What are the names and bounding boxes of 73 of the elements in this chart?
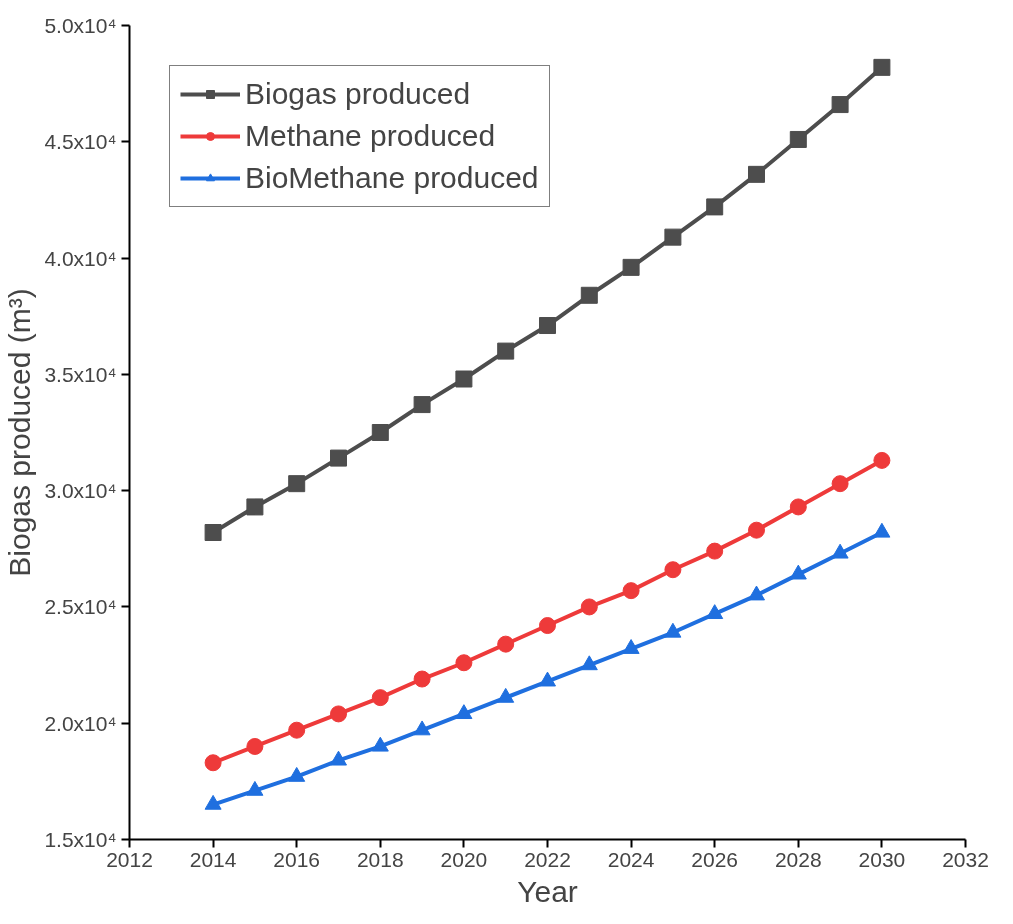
x-axis-title: Year (517, 874, 578, 908)
legend-label: Methane produced (245, 118, 496, 154)
point (330, 449, 347, 467)
y-axis-title: Biogas produced (m³) (3, 288, 37, 577)
point (831, 543, 849, 559)
y-tick-label: 3.5x10⁴ (44, 362, 117, 386)
point (873, 522, 891, 538)
point (580, 286, 598, 304)
point (204, 754, 222, 772)
point (246, 737, 264, 755)
x-tick-label: 2016 (273, 847, 321, 871)
point (622, 582, 640, 600)
point (706, 604, 724, 620)
point (831, 96, 849, 114)
point (664, 561, 682, 579)
point (789, 130, 807, 148)
point (330, 705, 347, 723)
point (706, 198, 724, 216)
x-tick-label: 2026 (691, 847, 739, 871)
x-tick-label: 2020 (440, 847, 488, 871)
point (413, 396, 431, 414)
point (539, 671, 556, 687)
point (748, 521, 765, 539)
y-tick-label: 4.5x10⁴ (44, 130, 117, 154)
point (413, 720, 431, 736)
x-tick-label: 2014 (189, 847, 237, 871)
point (873, 451, 891, 469)
point (622, 639, 640, 654)
point (204, 794, 222, 810)
x-tick-label: 2032 (942, 847, 989, 871)
point (539, 617, 556, 635)
point (789, 564, 807, 580)
point (288, 475, 306, 493)
point (204, 524, 222, 542)
point (246, 498, 264, 516)
x-tick-label: 2018 (356, 847, 404, 871)
point (497, 635, 515, 653)
point (288, 766, 306, 782)
x-tick-label: 2028 (774, 847, 822, 871)
point (371, 736, 389, 752)
point (330, 750, 347, 766)
point (455, 704, 473, 720)
y-tick-label: 2.0x10⁴ (44, 711, 117, 735)
legend-label: BioMethane produced (245, 160, 539, 196)
legend-label: Biogas produced (245, 76, 471, 112)
x-tick-label: 2022 (524, 847, 571, 871)
y-tick-label: 3.0x10⁴ (44, 479, 117, 503)
point (873, 58, 891, 76)
point (455, 654, 473, 672)
point (371, 689, 389, 707)
point (580, 598, 598, 616)
point (413, 670, 431, 688)
point (246, 780, 264, 796)
point (664, 622, 682, 638)
point (580, 655, 598, 671)
point (748, 165, 765, 183)
point (288, 721, 306, 739)
point (497, 342, 515, 360)
point (706, 542, 724, 560)
point (455, 370, 473, 388)
x-tick-label: 2024 (607, 847, 655, 871)
point (664, 228, 682, 246)
point (789, 498, 807, 516)
y-tick-label: 4.0x10⁴ (44, 246, 117, 270)
point (622, 258, 640, 276)
point (371, 424, 389, 441)
point (831, 475, 849, 493)
y-tick-label: 2.5x10⁴ (44, 595, 117, 619)
y-tick-label: 5.0x10⁴ (44, 14, 117, 37)
point (748, 585, 765, 601)
x-tick-label: 2030 (858, 847, 906, 871)
point (497, 687, 515, 703)
point (539, 317, 556, 335)
